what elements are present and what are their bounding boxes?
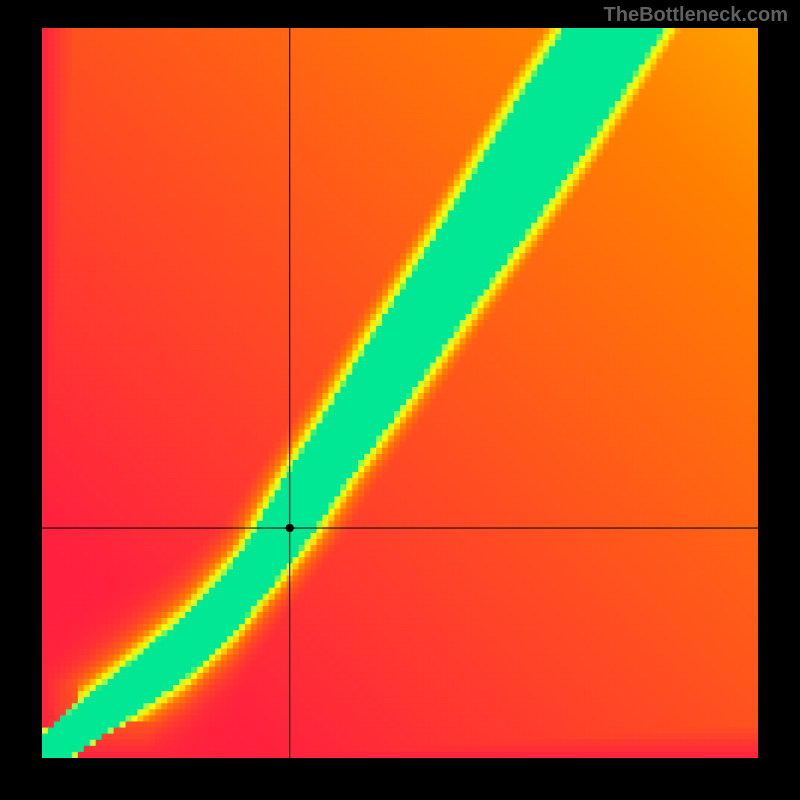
heatmap-plot [42,28,758,758]
chart-container: TheBottleneck.com [0,0,800,800]
watermark-text: TheBottleneck.com [604,4,788,27]
heatmap-canvas [42,28,758,758]
